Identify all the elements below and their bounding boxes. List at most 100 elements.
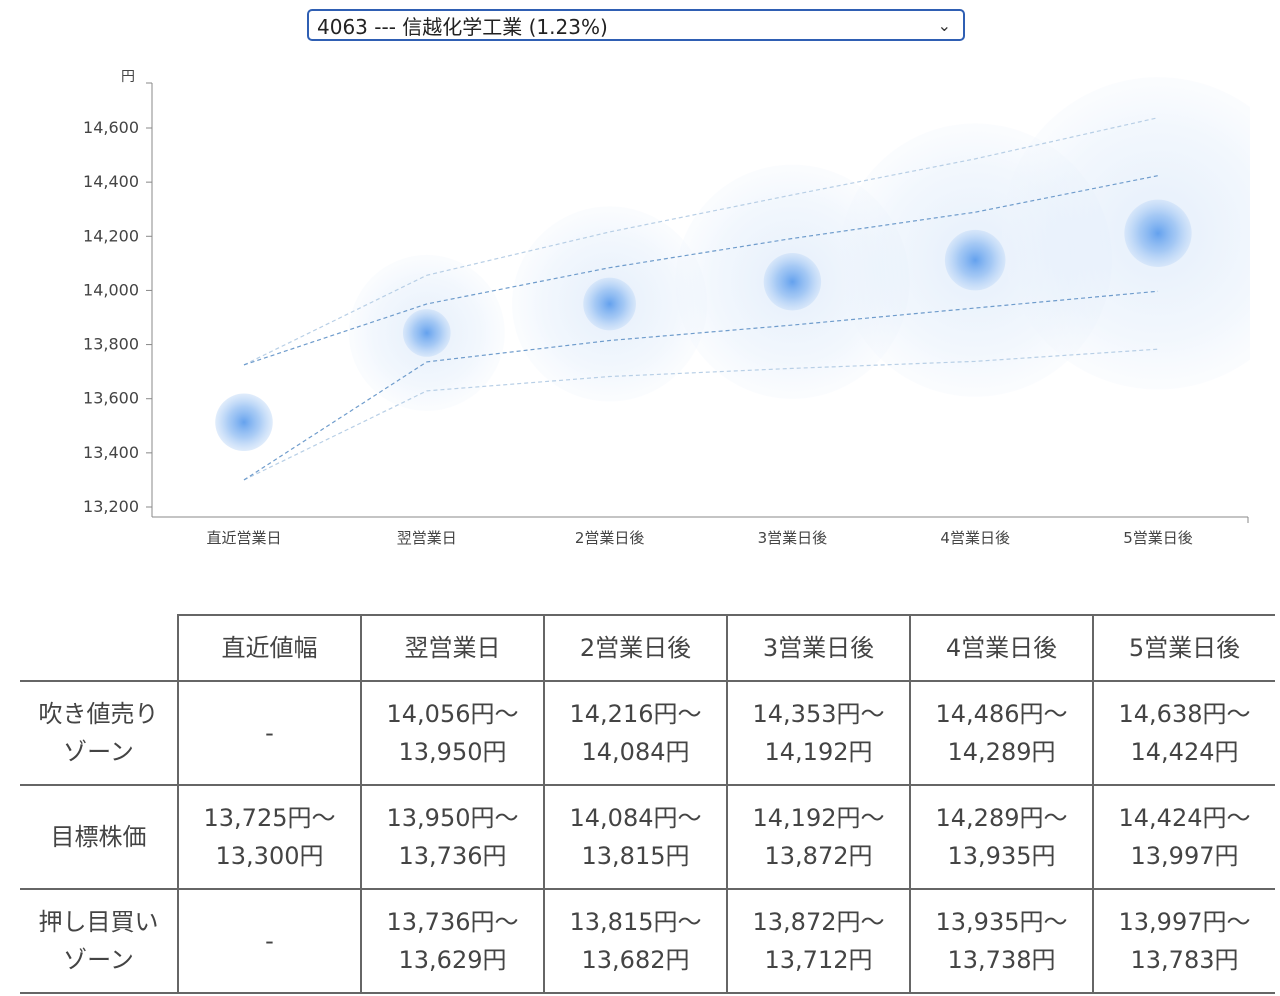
table-cell: 14,353円〜 14,192円 [726, 680, 911, 786]
cell-line1: 13,725円〜 [203, 804, 336, 832]
table-cell: 14,056円〜 13,950円 [360, 680, 545, 786]
cell-line2: 13,682円 [581, 946, 690, 974]
forecast-chart: 円 13,200 13,400 13,600 13,800 14,000 14,200 14,… [83, 69, 1250, 547]
y-tick-label: 14,200 [83, 226, 139, 245]
table-header-cell: 2営業日後 [543, 614, 728, 682]
table-cell: 14,424円〜 13,997円 [1092, 784, 1275, 890]
cell-line2: 14,084円 [581, 738, 690, 766]
table-header-cell: 5営業日後 [1092, 614, 1275, 682]
bubble-point [1124, 199, 1192, 267]
cell-line1: 14,424円〜 [1118, 804, 1251, 832]
y-tick-label: 14,000 [83, 280, 139, 299]
table-header-cell: 翌営業日 [360, 614, 545, 682]
cell-line2: 13,997円 [1130, 842, 1239, 870]
cell-line1: 14,289円〜 [935, 804, 1068, 832]
cell-dash: - [265, 719, 274, 747]
bubble-point [402, 309, 451, 357]
table-cell: - [177, 888, 362, 994]
forecast-table: 直近値幅 翌営業日 2営業日後 3営業日後 4営業日後 5営業日後吹き値売りゾーン - 14,… [20, 614, 1275, 994]
table-cell: 13,725円〜 13,300円 [177, 784, 362, 890]
table-cell: 13,872円〜 13,712円 [726, 888, 911, 994]
band-line-target-upper [243, 175, 1159, 366]
row-label-line2: ゾーン [63, 738, 134, 766]
table-cell: 14,192円〜 13,872円 [726, 784, 911, 890]
row-label-line1: 押し目買い [38, 908, 159, 936]
band-line-target-lower [243, 290, 1159, 481]
y-tick-label: 13,200 [83, 497, 139, 516]
table-row: 吹き値売り ゾーン -14,056円〜 13,950円 14,216円〜 14,084円 1… [20, 680, 1275, 786]
row-label: 吹き値売り ゾーン [20, 680, 179, 786]
cell-line1: 13,935円〜 [935, 908, 1068, 936]
table-header-cell [20, 615, 179, 682]
cell-line1: 13,872円〜 [752, 908, 885, 936]
x-tick-label: 直近営業日 [206, 529, 281, 547]
cell-line1: 14,192円〜 [752, 804, 885, 832]
table-header-cell: 3営業日後 [726, 614, 911, 682]
table-cell: 13,997円〜 13,783円 [1092, 888, 1275, 994]
bubble-point [763, 253, 822, 311]
cell-line2: 13,872円 [764, 842, 873, 870]
row-label-line1: 目標株価 [50, 823, 147, 851]
cell-line2: 13,783円 [1130, 946, 1239, 974]
row-label-line1: 吹き値売り [38, 700, 159, 728]
x-tick-label: 5営業日後 [1123, 529, 1193, 547]
table-row: 押し目買い ゾーン -13,736円〜 13,629円 13,815円〜 13,682円 1… [20, 888, 1275, 994]
chevron-down-icon: ⌄ [937, 15, 951, 35]
table-cell: 14,084円〜 13,815円 [543, 784, 728, 890]
row-label: 押し目買い ゾーン [20, 888, 179, 994]
cell-dash: - [265, 927, 274, 955]
cell-line2: 13,935円 [947, 842, 1056, 870]
x-tick-label: 2営業日後 [575, 529, 645, 547]
bubble-point [215, 393, 273, 452]
cell-line2: 13,629円 [398, 946, 507, 974]
y-tick-label: 13,800 [83, 335, 139, 354]
stock-select-value: 4063 --- 信越化学工業 (1.23%) [317, 14, 608, 39]
cell-line1: 14,638円〜 [1118, 700, 1251, 728]
cell-line2: 14,192円 [764, 738, 873, 766]
table-cell: 14,486円〜 14,289円 [909, 680, 1094, 786]
row-label: 目標株価 [20, 784, 179, 890]
band-line-outer-upper [243, 117, 1159, 366]
table-header-cell: 4営業日後 [909, 614, 1094, 682]
cell-line2: 13,300円 [215, 842, 324, 870]
table-header-row: 直近値幅 翌営業日 2営業日後 3営業日後 4営業日後 5営業日後 [20, 614, 1275, 682]
cell-line2: 13,738円 [947, 946, 1056, 974]
y-axis-unit: 円 [121, 69, 135, 85]
table-cell: 14,216円〜 14,084円 [543, 680, 728, 786]
cell-line1: 14,084円〜 [569, 804, 702, 832]
cell-line2: 13,950円 [398, 738, 507, 766]
cell-line2: 14,289円 [947, 738, 1056, 766]
cell-line1: 14,353円〜 [752, 700, 885, 728]
table-header-cell: 直近値幅 [177, 614, 362, 682]
table-cell: 14,638円〜 14,424円 [1092, 680, 1275, 786]
band-line-outer-lower [243, 348, 1159, 481]
cell-line2: 13,736円 [398, 842, 507, 870]
stock-select[interactable]: 4063 --- 信越化学工業 (1.23%) ⌄ [307, 9, 965, 41]
y-tick-label: 13,600 [83, 389, 139, 408]
x-tick-label: 翌営業日 [397, 529, 457, 547]
bubble-point [583, 277, 636, 331]
y-tick-label: 14,400 [83, 172, 139, 191]
table-cell: 13,935円〜 13,738円 [909, 888, 1094, 994]
row-label-line2: ゾーン [63, 946, 134, 974]
cell-line1: 13,815円〜 [569, 908, 702, 936]
table-cell: 13,815円〜 13,682円 [543, 888, 728, 994]
cell-line1: 13,736円〜 [386, 908, 519, 936]
y-tick-label: 13,400 [83, 443, 139, 462]
cell-line2: 13,712円 [764, 946, 873, 974]
cell-line2: 13,815円 [581, 842, 690, 870]
table-cell: 13,950円〜 13,736円 [360, 784, 545, 890]
table-cell: - [177, 680, 362, 786]
bubble-point [944, 229, 1006, 291]
cell-line1: 14,056円〜 [386, 700, 519, 728]
cell-line1: 14,486円〜 [935, 700, 1068, 728]
cell-line1: 13,950円〜 [386, 804, 519, 832]
y-tick-label: 14,600 [83, 118, 139, 137]
x-tick-label: 3営業日後 [758, 529, 828, 547]
cell-line1: 14,216円〜 [569, 700, 702, 728]
table-cell: 13,736円〜 13,629円 [360, 888, 545, 994]
x-tick-label: 4営業日後 [940, 529, 1010, 547]
cell-line2: 14,424円 [1130, 738, 1239, 766]
cell-line1: 13,997円〜 [1118, 908, 1251, 936]
table-cell: 14,289円〜 13,935円 [909, 784, 1094, 890]
